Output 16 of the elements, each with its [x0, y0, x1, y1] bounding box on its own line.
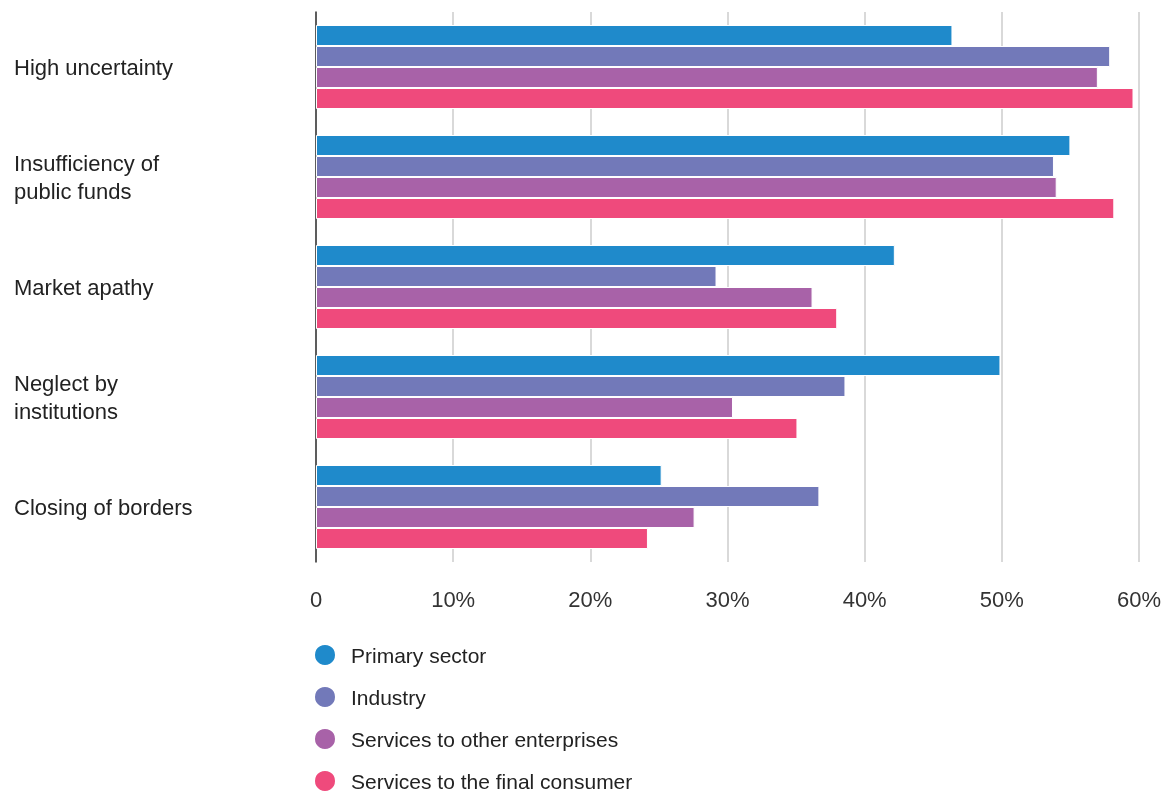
- x-tick-label: 30%: [705, 586, 750, 612]
- legend-label: Industry: [351, 685, 427, 709]
- x-tick-label: 0: [309, 586, 323, 612]
- x-tick-label: 60%: [1116, 586, 1162, 612]
- x-tick-label: 10%: [431, 586, 476, 612]
- x-tick-label: 40%: [842, 586, 887, 612]
- legend-label: Services to other enterprises: [351, 727, 619, 751]
- y-tick-label: Neglect by institutions: [14, 370, 125, 424]
- y-tick-label: Closing of borders: [14, 494, 193, 520]
- x-tick-label: 50%: [979, 586, 1024, 612]
- y-tick-label: Insufficiency of public funds: [14, 150, 166, 204]
- x-tick-label: 20%: [568, 586, 613, 612]
- y-tick-label: Market apathy: [14, 274, 154, 300]
- legend-label: Services to the final consumer: [351, 769, 633, 793]
- legend-label: Primary sector: [351, 643, 487, 667]
- y-tick-label: High uncertainty: [14, 54, 173, 80]
